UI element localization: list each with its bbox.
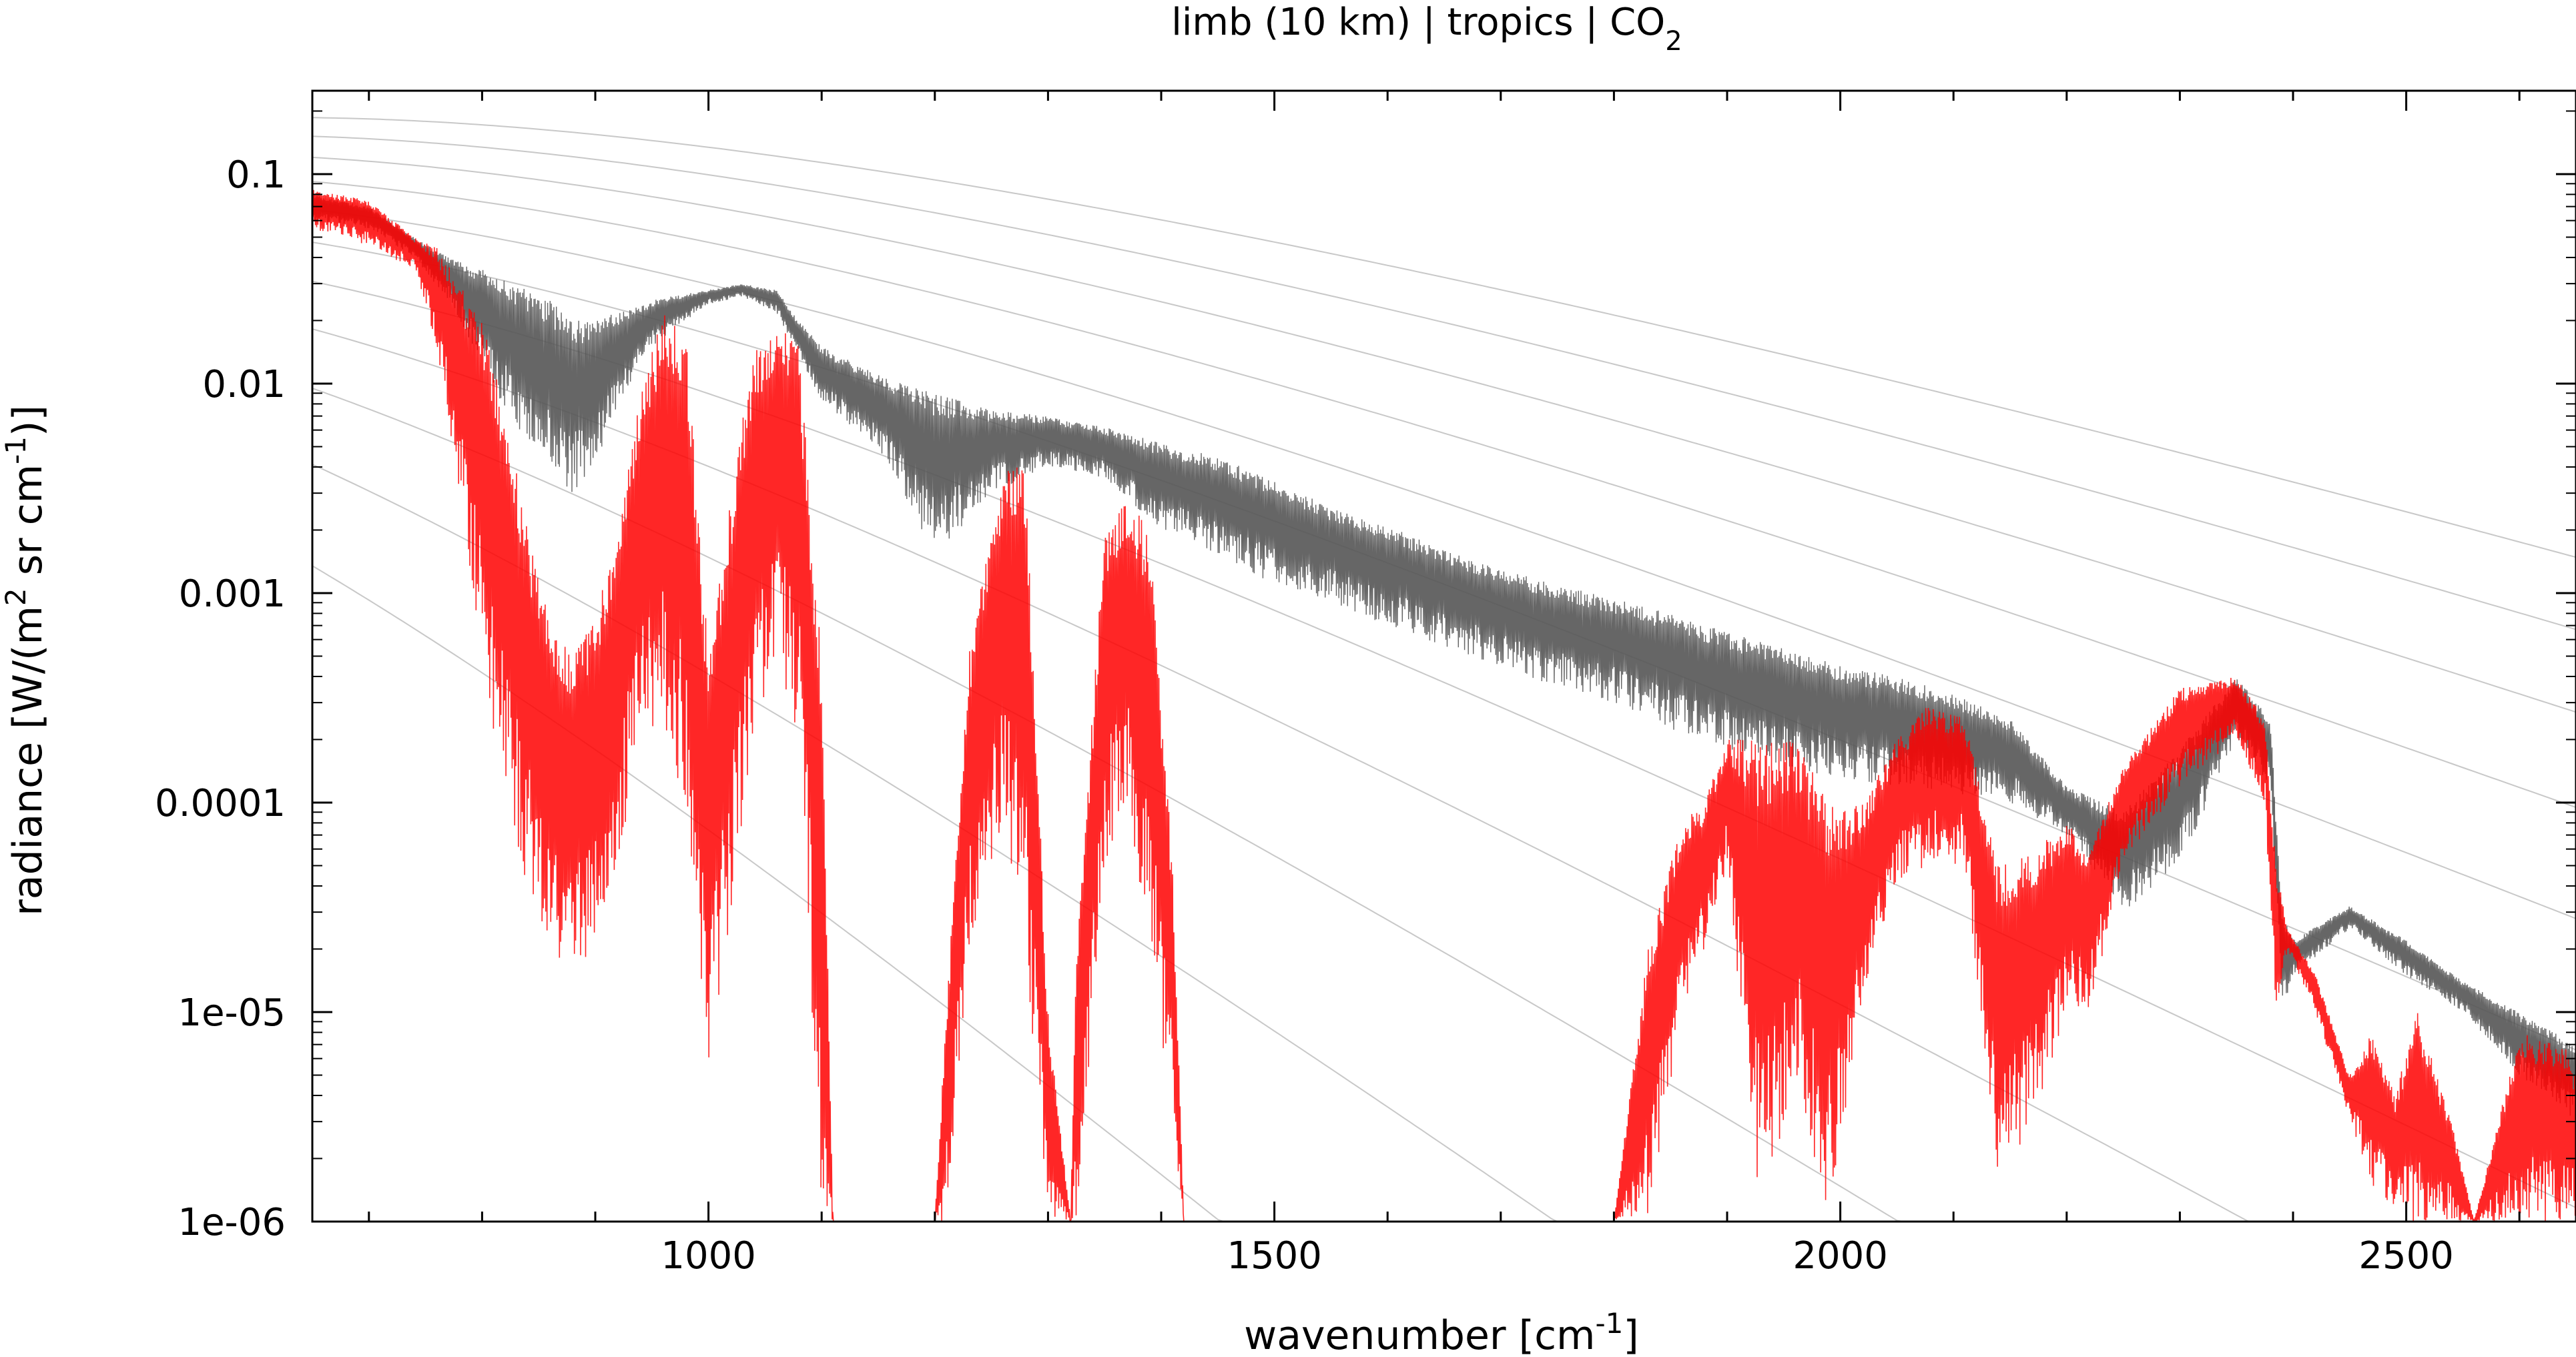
y-tick-label-0.001: 0.001 bbox=[179, 572, 286, 616]
planck-curve-280K bbox=[312, 156, 2576, 713]
y-axis-title: radiance [W/(m2 sr cm-1)] bbox=[0, 405, 51, 916]
planck-curve-200K bbox=[312, 280, 2576, 1209]
series-1 bbox=[312, 189, 2576, 1222]
planck-curve-120K bbox=[312, 565, 2576, 1222]
x-tick-label-2500: 2500 bbox=[2358, 1234, 2454, 1278]
tick-labels: 1000 1500 2000 2500 0.1 0.01 0.001 0.0001 1e-05 1… bbox=[155, 153, 2454, 1278]
x-tick-label-1500: 1500 bbox=[1227, 1234, 1322, 1278]
x-axis-title: wavenumber [cm-1] bbox=[1244, 1307, 1639, 1357]
planck-curve-320K bbox=[312, 117, 2576, 558]
x-tick-label-1000: 1000 bbox=[661, 1234, 756, 1278]
axis-ticks bbox=[312, 91, 2576, 1223]
chart-title: limb (10 km) | tropics | CO2 bbox=[1171, 1, 1682, 57]
x-tick-label-2000: 2000 bbox=[1793, 1234, 1888, 1278]
y-tick-label-0.1: 0.1 bbox=[226, 153, 286, 197]
y-tick-label-1e-05: 1e-05 bbox=[178, 991, 286, 1035]
y-tick-label-0.01: 0.01 bbox=[202, 363, 286, 406]
y-tick-label-1e-06: 1e-06 bbox=[178, 1201, 286, 1244]
planck-curve-300K bbox=[312, 135, 2576, 630]
spectrum-series bbox=[312, 189, 2576, 1222]
y-tick-label-0.0001: 0.0001 bbox=[155, 782, 286, 825]
series-1-line bbox=[312, 189, 2576, 1222]
planck-curve-260K bbox=[312, 181, 2576, 809]
